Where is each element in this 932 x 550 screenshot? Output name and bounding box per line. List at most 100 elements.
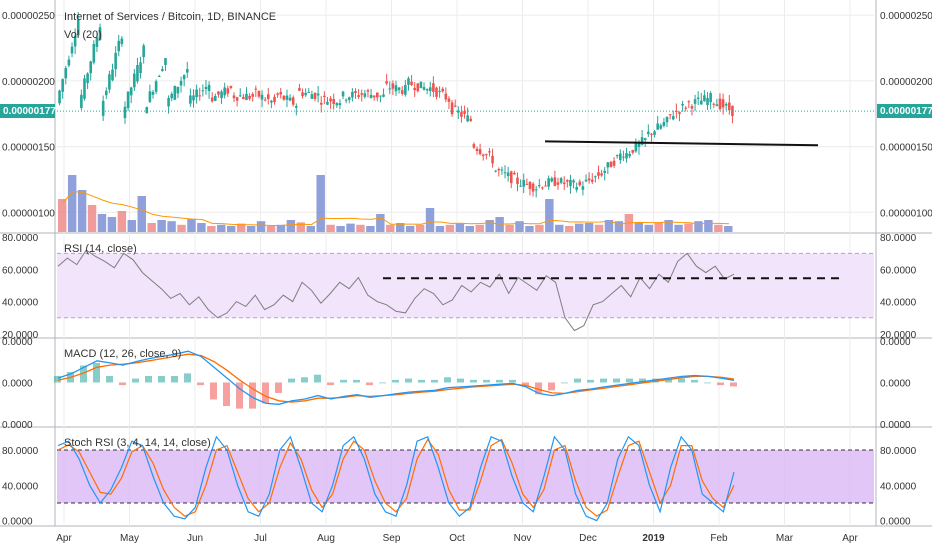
- volume-bar: [445, 224, 455, 232]
- candle-body: [388, 88, 392, 90]
- volume-bar: [386, 224, 395, 232]
- candle-body: [416, 83, 420, 92]
- x-tick-label: Dec: [579, 533, 597, 544]
- macd-histogram-bar: [665, 378, 672, 383]
- macd-histogram-bar: [275, 382, 282, 393]
- macd-histogram-bar: [145, 375, 152, 383]
- candle-body: [566, 180, 569, 182]
- volume-bar: [674, 224, 683, 232]
- candle-body: [360, 93, 364, 95]
- volume-bar: [485, 220, 494, 232]
- stoch-tick-right: 0.0000: [880, 517, 911, 528]
- candle-body: [715, 104, 719, 107]
- candle-body: [248, 95, 251, 99]
- rsi-tick-left: 40.0000: [2, 298, 39, 309]
- candle-body: [656, 123, 659, 130]
- volume-bar: [137, 196, 146, 232]
- candle-body: [534, 189, 538, 191]
- x-tick-label: Nov: [514, 533, 532, 544]
- candle-body: [391, 83, 395, 89]
- candle-body: [226, 88, 230, 94]
- volume-bar: [714, 224, 723, 232]
- volume-bar: [276, 224, 286, 232]
- candle-body: [419, 81, 423, 89]
- candle-body: [488, 151, 491, 153]
- candle-body: [625, 153, 628, 159]
- volume-bar: [604, 220, 614, 232]
- candle-body: [70, 46, 74, 54]
- candle-body: [612, 160, 616, 166]
- candle-body: [572, 180, 575, 183]
- volume-bar: [167, 221, 176, 232]
- price-tick-right: 0.00000100: [880, 208, 932, 219]
- candle-body: [404, 85, 407, 95]
- candle-body: [351, 91, 354, 98]
- candle-body: [438, 90, 441, 92]
- support-trendline: [544, 140, 819, 147]
- macd-histogram-bar: [340, 379, 347, 383]
- volume-ma-line: [62, 190, 730, 227]
- candle-body: [142, 45, 145, 58]
- candle-body: [513, 172, 516, 175]
- macd-histogram-bar: [470, 379, 477, 383]
- candle-body: [154, 81, 158, 92]
- candle-body: [472, 144, 476, 148]
- volume-bar: [664, 220, 673, 232]
- macd-histogram-bar: [704, 382, 711, 384]
- volume-label: Vol (20): [64, 29, 102, 41]
- candle-body: [584, 179, 588, 182]
- candle-body: [475, 148, 479, 152]
- x-tick-label: Sep: [383, 533, 401, 544]
- candle-body: [559, 178, 563, 183]
- candle-body: [678, 112, 681, 114]
- candle-body: [73, 35, 77, 47]
- macd-histogram-bar: [587, 379, 594, 383]
- macd-histogram-bar: [691, 379, 698, 383]
- last-price-left-text: 0.00000177: [3, 106, 56, 117]
- stoch-tick-left: 80.0000: [2, 446, 39, 457]
- rsi-tick-left: 80.0000: [2, 233, 39, 244]
- candle-body: [503, 172, 507, 174]
- candle-body: [615, 155, 619, 157]
- macd-tick-left: 0.0000: [2, 420, 33, 431]
- volume-bar: [356, 224, 365, 232]
- candle-body: [207, 84, 211, 92]
- macd-histogram-bar: [171, 375, 178, 383]
- volume-bar: [77, 190, 87, 232]
- volume-bar: [97, 214, 107, 232]
- candle-body: [260, 94, 264, 100]
- candle-body: [394, 85, 398, 92]
- volume-bar: [187, 218, 196, 232]
- volume-bar: [704, 220, 713, 232]
- candle-body: [432, 83, 435, 92]
- candle-body: [179, 80, 183, 86]
- x-tick-label: Apr: [842, 533, 858, 544]
- macd-histogram-bar: [431, 379, 438, 383]
- candle-body: [413, 87, 416, 91]
- price-tick-right: 0.00000150: [880, 143, 932, 154]
- volume-bar: [346, 223, 355, 232]
- candle-body: [80, 94, 83, 108]
- macd-histogram-bar: [392, 379, 399, 383]
- candle-body: [537, 185, 541, 187]
- volume-bar: [465, 226, 475, 232]
- candle-body: [709, 93, 712, 103]
- volume-bar: [614, 221, 624, 232]
- volume-bar: [87, 205, 97, 232]
- candle-body: [575, 187, 578, 190]
- volume-bar: [286, 220, 296, 232]
- macd-histogram-bar: [574, 378, 581, 383]
- macd-signal-line: [57, 353, 735, 403]
- x-tick-label: Feb: [710, 533, 728, 544]
- indicator-bands: [57, 252, 874, 504]
- candle-body: [92, 43, 96, 63]
- candle-body: [313, 92, 317, 99]
- candle-body: [643, 138, 647, 141]
- price-tick-left: 0.00000200: [2, 77, 55, 88]
- macd-histogram-bar: [639, 378, 646, 383]
- candle-body: [173, 86, 177, 100]
- candle-body: [257, 91, 261, 97]
- volume-bar: [306, 226, 315, 232]
- candle-body: [528, 182, 532, 190]
